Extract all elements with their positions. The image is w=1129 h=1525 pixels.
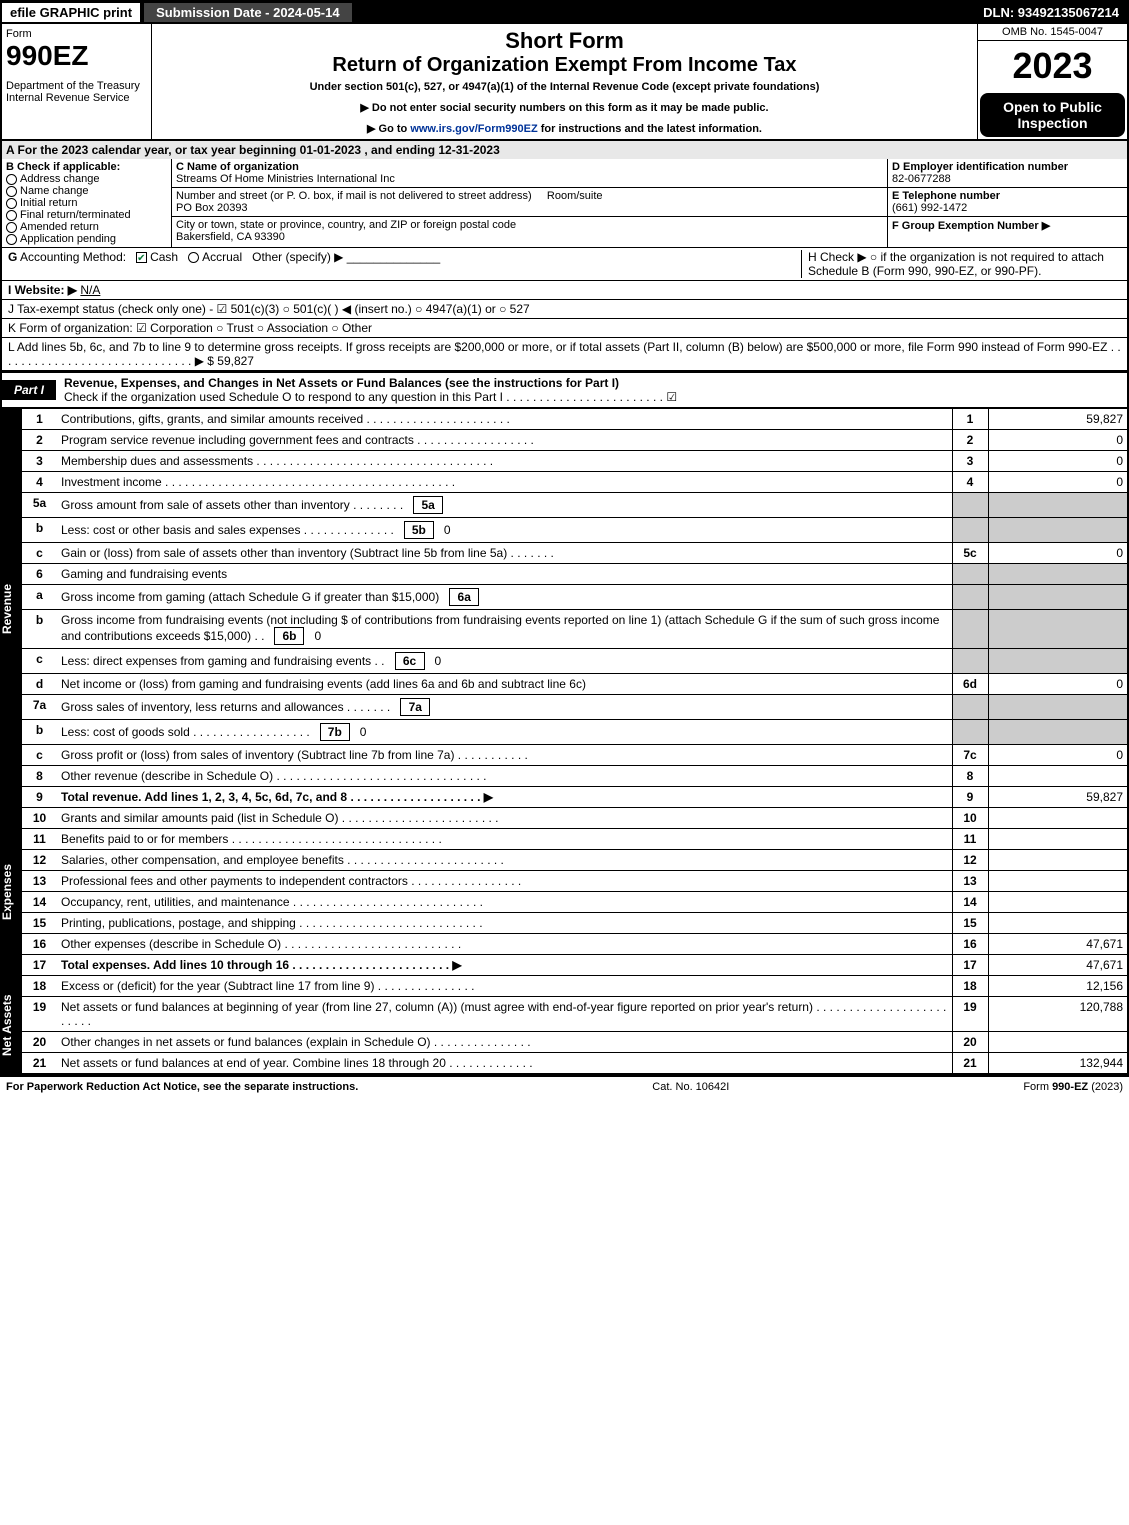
open-to-public: Open to Public Inspection [980, 93, 1125, 137]
table-row: 7aGross sales of inventory, less returns… [21, 695, 1128, 720]
tax-year: 2023 [978, 41, 1127, 91]
checkbox-amended-return[interactable] [6, 222, 17, 233]
table-row: 8Other revenue (describe in Schedule O) … [21, 766, 1128, 787]
line-h: H Check ▶ ○ if the organization is not r… [801, 250, 1121, 278]
checkbox-address-change[interactable] [6, 174, 17, 185]
dept-label: Department of the Treasury Internal Reve… [6, 80, 147, 104]
line-g-h: G Accounting Method: Cash Accrual Other … [0, 248, 1129, 281]
street-label: Number and street (or P. O. box, if mail… [176, 190, 532, 202]
box-c: C Name of organizationStreams Of Home Mi… [172, 159, 887, 247]
table-row: dNet income or (loss) from gaming and fu… [21, 674, 1128, 695]
section-bcdef: B Check if applicable: Address change Na… [0, 159, 1129, 248]
form-title: Return of Organization Exempt From Incom… [156, 54, 973, 77]
table-row: 14Occupancy, rent, utilities, and mainte… [21, 892, 1128, 913]
part-i-tab: Part I [2, 380, 56, 400]
part-i-header: Part I Revenue, Expenses, and Changes in… [0, 372, 1129, 409]
table-row: 2Program service revenue including gover… [21, 430, 1128, 451]
group-exemption-label: F Group Exemption Number ▶ [892, 220, 1050, 232]
table-row: aGross income from gaming (attach Schedu… [21, 585, 1128, 610]
table-row: 17Total expenses. Add lines 10 through 1… [21, 955, 1128, 976]
table-row: 21Net assets or fund balances at end of … [21, 1053, 1128, 1074]
table-row: 5aGross amount from sale of assets other… [21, 493, 1128, 518]
table-row: 13Professional fees and other payments t… [21, 871, 1128, 892]
phone-value: (661) 992-1472 [892, 202, 967, 214]
table-row: 9Total revenue. Add lines 1, 2, 3, 4, 5c… [21, 787, 1128, 808]
line-j-tax-exempt: J Tax-exempt status (check only one) - ☑… [0, 300, 1129, 319]
phone-label: E Telephone number [892, 190, 1000, 202]
ein-label: D Employer identification number [892, 161, 1068, 173]
table-row: cLess: direct expenses from gaming and f… [21, 649, 1128, 674]
line-l-gross-receipts: L Add lines 5b, 6c, and 7b to line 9 to … [0, 338, 1129, 372]
box-b-title: B Check if applicable: [6, 161, 120, 173]
room-label: Room/suite [547, 190, 603, 202]
org-name-label: C Name of organization [176, 161, 299, 173]
table-row: bLess: cost of goods sold . . . . . . . … [21, 720, 1128, 745]
table-row: bLess: cost or other basis and sales exp… [21, 518, 1128, 543]
table-row: cGross profit or (loss) from sales of in… [21, 745, 1128, 766]
table-row: 12Salaries, other compensation, and empl… [21, 850, 1128, 871]
dln-number: DLN: 93492135067214 [975, 3, 1127, 22]
submission-date: Submission Date - 2024-05-14 [144, 3, 352, 22]
checkbox-accrual[interactable] [188, 252, 199, 263]
table-row: 19Net assets or fund balances at beginni… [21, 997, 1128, 1032]
table-row: 16Other expenses (describe in Schedule O… [21, 934, 1128, 955]
website-value: N/A [80, 283, 100, 297]
ein-value: 82-0677288 [892, 173, 951, 185]
street-value: PO Box 20393 [176, 202, 248, 214]
net-assets-table: 18Excess or (deficit) for the year (Subt… [20, 976, 1129, 1074]
table-row: 10Grants and similar amounts paid (list … [21, 808, 1128, 829]
short-form-label: Short Form [156, 28, 973, 54]
part-i-check: Check if the organization used Schedule … [64, 390, 677, 404]
footer-form-ref: Form 990-EZ (2023) [1023, 1081, 1123, 1093]
table-row: 15Printing, publications, postage, and s… [21, 913, 1128, 934]
city-label: City or town, state or province, country… [176, 219, 516, 231]
omb-number: OMB No. 1545-0047 [978, 24, 1127, 41]
table-row: bGross income from fundraising events (n… [21, 610, 1128, 649]
side-expenses: Expenses [0, 808, 20, 976]
footer-left: For Paperwork Reduction Act Notice, see … [6, 1081, 358, 1093]
table-row: 3Membership dues and assessments . . . .… [21, 451, 1128, 472]
part-i-title: Revenue, Expenses, and Changes in Net As… [56, 373, 1127, 407]
line-i-website: I Website: ▶ N/A [0, 281, 1129, 300]
top-bar: efile GRAPHIC print Submission Date - 20… [0, 0, 1129, 24]
checkbox-name-change[interactable] [6, 186, 17, 197]
box-b: B Check if applicable: Address change Na… [2, 159, 172, 247]
checkbox-initial-return[interactable] [6, 198, 17, 209]
form-header: Form 990EZ Department of the Treasury In… [0, 24, 1129, 141]
header-right: OMB No. 1545-0047 2023 Open to Public In… [977, 24, 1127, 139]
side-net-assets: Net Assets [0, 976, 20, 1074]
checkbox-cash[interactable] [136, 252, 147, 263]
checkbox-final-return[interactable] [6, 210, 17, 221]
bullet-no-ssn: ▶ Do not enter social security numbers o… [156, 101, 973, 114]
line-a-tax-year: A For the 2023 calendar year, or tax yea… [0, 141, 1129, 159]
header-left: Form 990EZ Department of the Treasury In… [2, 24, 152, 139]
efile-print-label[interactable]: efile GRAPHIC print [2, 3, 140, 22]
side-revenue: Revenue [0, 409, 20, 808]
org-name: Streams Of Home Ministries International… [176, 173, 395, 185]
table-row: 4Investment income . . . . . . . . . . .… [21, 472, 1128, 493]
bullet-goto-irs: ▶ Go to www.irs.gov/Form990EZ for instru… [156, 122, 973, 135]
header-center: Short Form Return of Organization Exempt… [152, 24, 977, 139]
form-subtitle: Under section 501(c), 527, or 4947(a)(1)… [156, 81, 973, 93]
footer-cat-no: Cat. No. 10642I [652, 1081, 729, 1093]
table-row: 11Benefits paid to or for members . . . … [21, 829, 1128, 850]
table-row: 18Excess or (deficit) for the year (Subt… [21, 976, 1128, 997]
table-row: 20Other changes in net assets or fund ba… [21, 1032, 1128, 1053]
form-number: 990EZ [6, 40, 147, 72]
irs-link[interactable]: www.irs.gov/Form990EZ [410, 123, 537, 135]
checkbox-application-pending[interactable] [6, 234, 17, 245]
city-value: Bakersfield, CA 93390 [176, 231, 285, 243]
box-def: D Employer identification number82-06772… [887, 159, 1127, 247]
form-label: Form [6, 28, 147, 40]
table-row: 6Gaming and fundraising events [21, 564, 1128, 585]
table-row: 1Contributions, gifts, grants, and simil… [21, 409, 1128, 430]
table-row: cGain or (loss) from sale of assets othe… [21, 543, 1128, 564]
line-k-form-org: K Form of organization: ☑ Corporation ○ … [0, 319, 1129, 338]
expenses-table: 10Grants and similar amounts paid (list … [20, 808, 1129, 976]
page-footer: For Paperwork Reduction Act Notice, see … [0, 1076, 1129, 1097]
revenue-table: 1Contributions, gifts, grants, and simil… [20, 409, 1129, 808]
